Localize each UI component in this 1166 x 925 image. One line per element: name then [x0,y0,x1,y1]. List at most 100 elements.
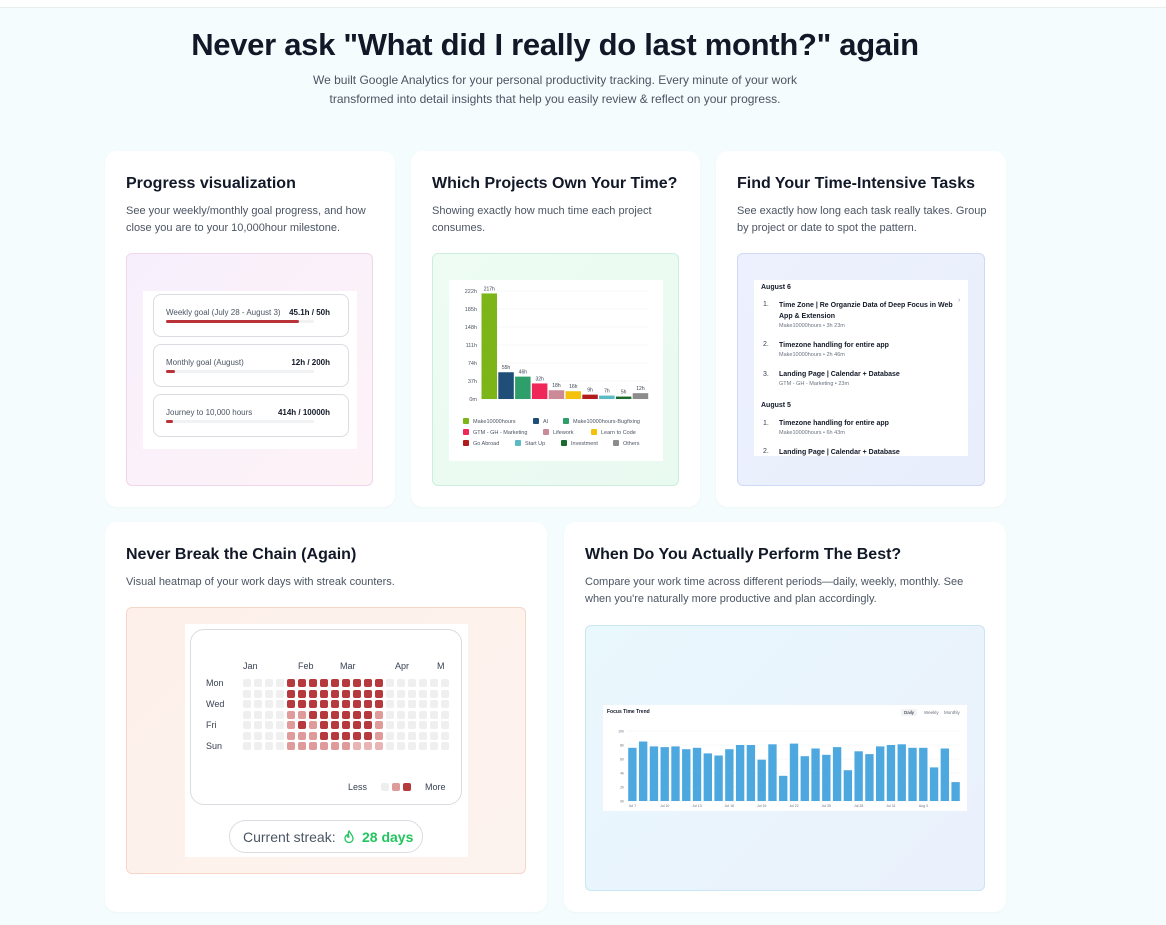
legend-label: Start Up [525,441,546,447]
trend-bar[interactable] [628,747,637,801]
progress-card: Progress visualization See your weekly/m… [105,151,395,507]
trend-bar[interactable] [757,759,766,801]
task-title[interactable]: Timezone handling for entire app [779,342,889,349]
x-tick-label: Jul 7 [629,804,636,808]
legend-item[interactable]: GTM - GH - Marketing [463,429,527,436]
trend-bar[interactable] [940,748,950,802]
y-tick-label: 4h [620,772,624,776]
trend-bar[interactable] [919,747,928,801]
trend-bar[interactable] [692,747,702,801]
trend-bar[interactable] [865,754,874,801]
project-bar[interactable] [498,372,514,399]
heatmap-cell [309,710,317,719]
heatmap-cell [419,689,427,698]
legend-item[interactable]: AI [533,418,548,425]
trend-bar[interactable] [886,745,896,801]
x-tick-label: Jul 31 [886,804,895,808]
trend-bar[interactable] [811,748,820,802]
legend-item[interactable]: Go Abroad [463,440,499,447]
project-bar[interactable] [481,293,498,399]
heatmap-cell [243,689,251,698]
project-bar[interactable] [531,383,548,399]
trend-bar[interactable] [660,747,669,801]
heatmap-cell [342,689,350,698]
heatmap-cell [265,700,273,708]
project-bar[interactable] [515,376,531,399]
legend-item[interactable]: Investment [561,440,598,447]
task-title[interactable]: Timezone handling for entire app [779,420,889,427]
legend-more-label: More [425,782,446,792]
trend-bar[interactable] [843,770,853,801]
heatmap-cell [364,689,372,698]
trend-bar[interactable] [725,749,734,801]
heatmap-cell [254,700,262,708]
heatmap-cell [408,679,416,687]
trend-bar[interactable] [897,744,906,801]
legend-item[interactable]: Others [613,440,640,447]
project-bar[interactable] [582,394,598,399]
trend-bar[interactable] [735,745,745,801]
day-label: Mon [206,678,224,688]
top-navigation-bar [0,0,1166,8]
trend-bar[interactable] [671,746,680,801]
trend-bar[interactable] [876,746,885,801]
trend-bar[interactable] [779,775,788,801]
tab-monthly[interactable]: Monthly [944,710,960,715]
legend-label: Make10000hours-Bugfixing [573,419,640,425]
task-title[interactable]: Time Zone | Re Organzie Data of Deep Foc… [779,302,953,320]
trend-bar[interactable] [714,755,723,802]
trend-bar[interactable] [746,745,756,801]
streak-label: Current streak: [243,829,336,845]
task-title[interactable]: Landing Page | Calendar + Database [779,371,900,378]
heatmap-cell [287,731,295,740]
trend-bar[interactable] [951,782,960,801]
project-legend: Make10000hours AI Make10000hours-Bugfixing… [449,418,663,458]
project-bar[interactable] [599,395,615,399]
heatmap-cell [265,731,273,740]
heatmap-cell [441,689,449,698]
trend-bar[interactable] [789,743,799,801]
goal-value: 12h / 200h [291,358,330,367]
trend-bar[interactable] [929,767,939,801]
heatmap-cell [419,742,427,750]
goal-label: Monthly goal (August) [166,358,244,367]
project-bar[interactable] [632,393,649,399]
task-title[interactable]: Landing Page | Calendar + Database [779,449,900,456]
trend-bar[interactable] [638,741,648,802]
trend-bar[interactable] [854,751,863,801]
trend-bar[interactable] [908,747,917,801]
trend-bar[interactable] [682,749,691,801]
heatmap-screenshot: Jan Feb Mar Apr M Mon Wed Fri Sun Less M… [185,624,468,857]
trend-screenshot: Focus Time Trend Daily Weekly Monthly 0h… [603,705,967,811]
heatmap-cell [276,679,284,687]
legend-item[interactable]: Make10000hours [463,418,516,425]
heatmap-cell [309,679,317,687]
trend-bar[interactable] [822,754,831,801]
heatmap-cell [364,742,372,750]
legend-item[interactable]: Make10000hours-Bugfixing [563,418,640,425]
trend-bar[interactable] [800,756,809,801]
trend-bar[interactable] [703,753,712,801]
heatmap-cell [331,742,339,750]
heatmap-cell [441,721,449,729]
legend-item[interactable]: Lifework [543,429,573,436]
trend-bar[interactable] [768,744,777,801]
heatmap-cell [265,689,273,698]
legend-item[interactable]: Learn to Code [591,429,636,436]
task-meta: Make10000hours • 3h 23m [779,323,845,329]
project-bar[interactable] [548,390,565,399]
heatmap-cell [397,731,405,740]
heatmap-cell [298,721,306,729]
tab-weekly[interactable]: Weekly [924,710,939,715]
month-label: Apr [395,661,410,671]
trend-bar[interactable] [832,747,842,801]
heatmap-cell [430,679,438,687]
y-tick-label: 0h [620,800,624,804]
tab-daily[interactable]: Daily [901,709,918,716]
trend-bar[interactable] [649,746,659,801]
heatmap-cell [375,721,383,729]
project-bar[interactable] [565,391,582,399]
project-bar[interactable] [615,396,632,399]
legend-item[interactable]: Start Up [515,440,545,447]
heatmap-cell [243,731,251,740]
